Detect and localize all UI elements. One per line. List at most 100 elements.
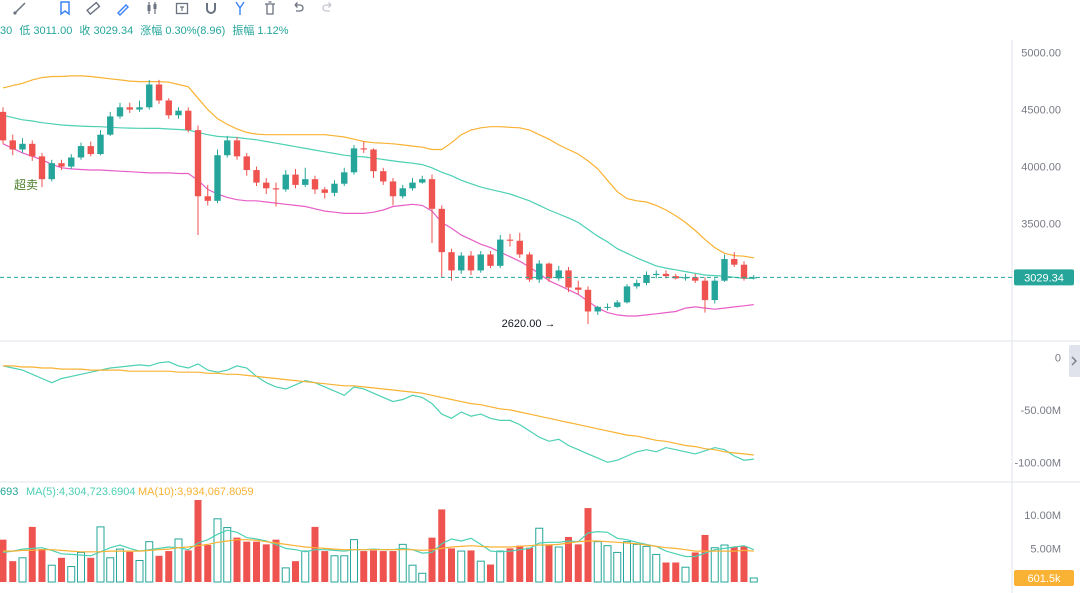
candle-body[interactable]	[584, 289, 592, 312]
volume-bar[interactable]	[174, 538, 183, 583]
candle-body[interactable]	[38, 156, 46, 180]
volume-bar[interactable]	[243, 541, 251, 582]
candle-body[interactable]	[68, 157, 75, 167]
candle-body[interactable]	[146, 84, 153, 108]
volume-bar[interactable]	[662, 562, 670, 582]
volume-bar[interactable]	[418, 572, 427, 583]
candle-body[interactable]	[545, 263, 553, 279]
volume-bar[interactable]	[204, 545, 212, 582]
candle-body[interactable]	[77, 146, 85, 158]
toolbar-bookmark-button[interactable]	[53, 0, 77, 16]
collapse-handle[interactable]	[1069, 345, 1080, 377]
toolbar-ruler-button[interactable]	[81, 0, 105, 16]
volume-bar[interactable]	[292, 561, 299, 582]
candle-body[interactable]	[477, 254, 484, 271]
candle-body[interactable]	[428, 179, 436, 209]
candle-body[interactable]	[9, 140, 16, 150]
candle-body[interactable]	[370, 149, 377, 172]
candle-body[interactable]	[448, 252, 455, 271]
candle-body[interactable]	[731, 259, 738, 265]
volume-bar[interactable]	[165, 551, 173, 582]
volume-bar[interactable]	[506, 548, 514, 582]
candle-body[interactable]	[701, 280, 709, 301]
volume-bar[interactable]	[311, 526, 319, 582]
candle-body[interactable]	[623, 286, 631, 303]
volume-bar[interactable]	[233, 537, 241, 582]
candle-body[interactable]	[536, 263, 543, 280]
candle-body[interactable]	[604, 306, 611, 308]
candle-body[interactable]	[233, 140, 241, 157]
candle-body[interactable]	[282, 174, 289, 190]
volume-bar[interactable]	[545, 544, 553, 582]
volume-bar[interactable]	[389, 551, 397, 582]
volume-bar[interactable]	[350, 539, 358, 583]
volume-bar[interactable]	[281, 567, 290, 583]
candle-body[interactable]	[19, 143, 26, 150]
candle-body[interactable]	[165, 100, 172, 116]
volume-bar[interactable]	[0, 539, 7, 582]
volume-bar[interactable]	[720, 544, 729, 583]
volume-bar[interactable]	[516, 545, 524, 582]
volume-bar[interactable]	[360, 551, 368, 582]
candle-body[interactable]	[263, 182, 270, 189]
volume-bar[interactable]	[87, 557, 95, 582]
candle-body[interactable]	[711, 280, 718, 301]
candle-body[interactable]	[97, 134, 104, 155]
candle-body[interactable]	[516, 240, 523, 255]
volume-bar[interactable]	[672, 562, 680, 582]
volume-bar[interactable]	[438, 509, 446, 582]
candle-body[interactable]	[224, 140, 231, 156]
candle-body[interactable]	[155, 84, 163, 101]
candle-body[interactable]	[360, 148, 367, 150]
volume-bar[interactable]	[194, 500, 202, 582]
candle-body[interactable]	[302, 179, 309, 185]
volume-bar[interactable]	[301, 550, 310, 583]
toolbar-undo-button[interactable]	[286, 0, 310, 16]
volume-bar[interactable]	[126, 551, 134, 582]
candle-body[interactable]	[497, 239, 504, 266]
candle-body[interactable]	[692, 277, 699, 281]
volume-bar[interactable]	[467, 550, 475, 582]
candle-body[interactable]	[750, 277, 757, 279]
candle-body[interactable]	[87, 146, 94, 155]
volume-bar[interactable]	[448, 548, 455, 582]
volume-bar[interactable]	[428, 537, 436, 582]
candle-body[interactable]	[0, 111, 7, 141]
candle-body[interactable]	[565, 270, 572, 288]
candle-body[interactable]	[614, 302, 621, 307]
volume-bar[interactable]	[681, 566, 690, 583]
volume-bar[interactable]	[116, 548, 124, 583]
volume-bar[interactable]	[730, 547, 738, 582]
volume-bar[interactable]	[213, 518, 222, 583]
volume-bar[interactable]	[398, 543, 407, 583]
candle-body[interactable]	[399, 188, 406, 197]
volume-bar[interactable]	[184, 550, 192, 582]
candle-body[interactable]	[467, 255, 475, 271]
toolbar-redo-button[interactable]	[316, 0, 340, 16]
candle-body[interactable]	[204, 196, 211, 201]
candle-body[interactable]	[419, 179, 426, 183]
volume-bar[interactable]	[47, 564, 56, 583]
volume-bar[interactable]	[691, 552, 699, 582]
volume-bar[interactable]	[155, 555, 163, 582]
candle-body[interactable]	[116, 107, 124, 117]
volume-bar[interactable]	[487, 564, 494, 582]
candle-body[interactable]	[292, 174, 299, 185]
volume-bar[interactable]	[38, 549, 46, 582]
candle-body[interactable]	[321, 189, 328, 193]
volume-bar[interactable]	[554, 546, 563, 583]
candle-body[interactable]	[682, 277, 689, 279]
volume-bar[interactable]	[330, 555, 339, 583]
candle-body[interactable]	[126, 107, 133, 110]
candle-body[interactable]	[341, 172, 348, 184]
toolbar-text-box-button[interactable]	[170, 0, 194, 16]
candle-body[interactable]	[458, 255, 465, 271]
candle-body[interactable]	[526, 254, 533, 280]
candle-body[interactable]	[136, 107, 143, 110]
candle-body[interactable]	[389, 181, 397, 197]
volume-bar[interactable]	[565, 536, 572, 582]
candle-body[interactable]	[107, 116, 114, 135]
candle-body[interactable]	[643, 274, 650, 283]
candle-body[interactable]	[214, 155, 221, 201]
